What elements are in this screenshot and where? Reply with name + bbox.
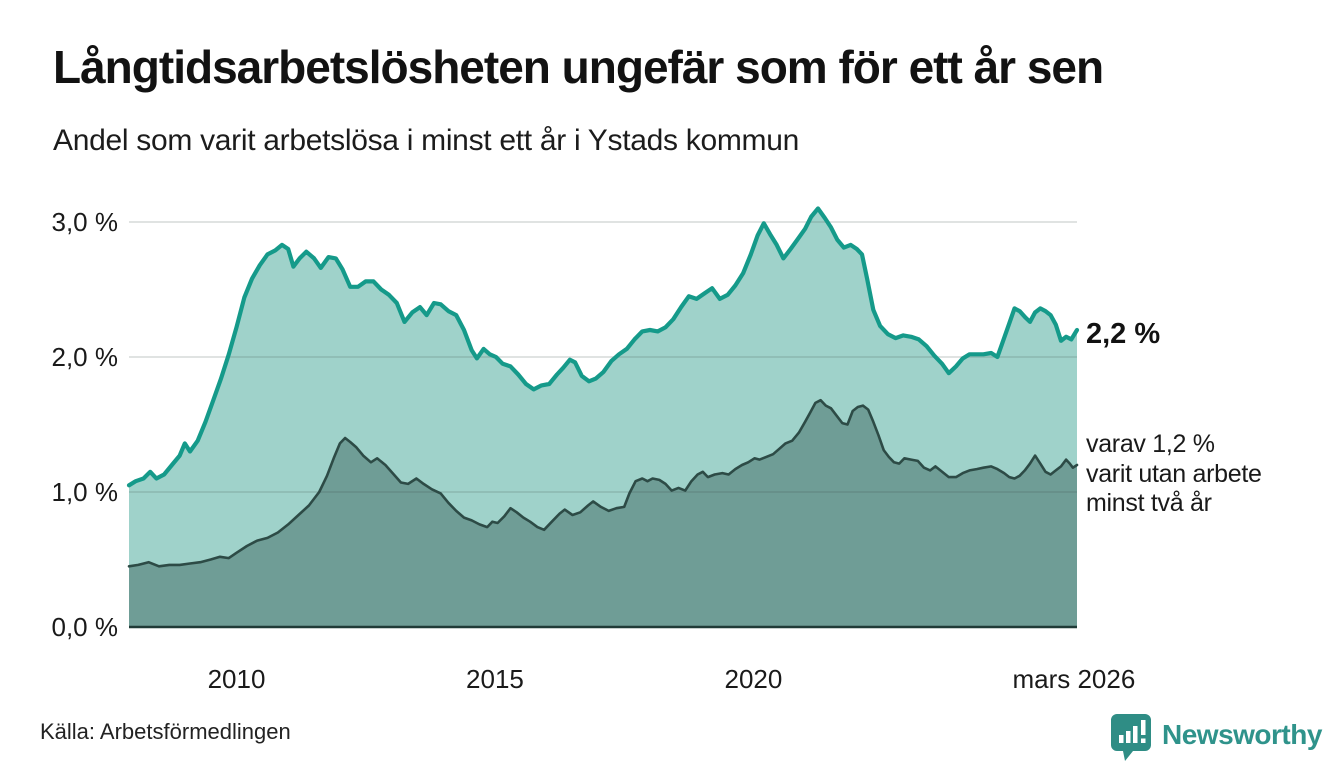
x-tick-label: 2010: [208, 664, 266, 694]
newsworthy-logo: Newsworthy: [1108, 708, 1322, 762]
source-attribution: Källa: Arbetsförmedlingen: [40, 719, 291, 744]
lower-area: [129, 400, 1077, 627]
chart-subtitle: Andel som varit arbetslösa i minst ett å…: [53, 124, 799, 157]
newsworthy-logo-text: Newsworthy: [1162, 719, 1322, 750]
page-title: Långtidsarbetslösheten ungefär som för e…: [53, 41, 1104, 93]
x-tick-label: 2015: [466, 664, 524, 694]
y-tick-label: 2,0 %: [52, 342, 119, 372]
y-tick-label: 3,0 %: [52, 207, 119, 237]
lower-line: [127, 398, 1079, 568]
y-tick-label: 1,0 %: [52, 477, 119, 507]
latest-value-label: 2,2 %: [1086, 318, 1161, 350]
y-tick-label: 0,0 %: [52, 612, 119, 642]
x-tick-label: mars 2026: [1012, 664, 1135, 694]
upper-line: [126, 206, 1080, 488]
x-tick-label: 2020: [724, 664, 782, 694]
newsworthy-logo-icon: [1111, 714, 1151, 761]
secondary-series-annotation: varav 1,2 % varit utan arbete minst två …: [1086, 430, 1262, 517]
